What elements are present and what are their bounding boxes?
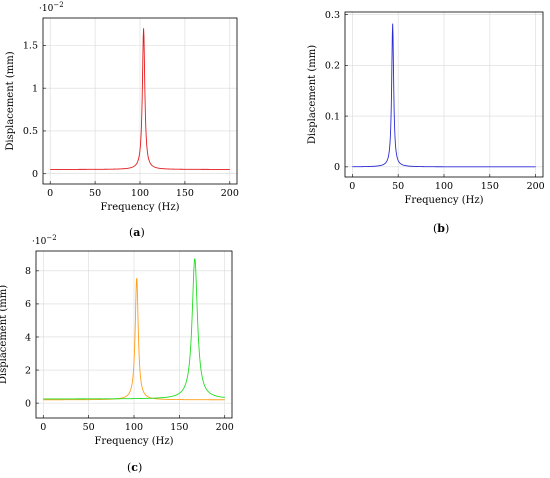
- x-tick-label: 50: [392, 181, 404, 192]
- y-tick-label: 1: [32, 83, 38, 94]
- x-tick-label: 0: [47, 188, 53, 199]
- series-line-1: [50, 28, 230, 170]
- y-multiplier-label: ·10−2: [39, 1, 64, 14]
- x-tick-label: 150: [176, 188, 194, 199]
- y-tick-label: 0: [32, 169, 38, 180]
- panel-caption-c: (c): [127, 461, 143, 474]
- y-axis-label: Displacement (mm): [5, 51, 16, 150]
- y-tick-label: 0.5: [23, 126, 38, 137]
- x-tick-label: 100: [125, 422, 143, 433]
- x-axis-label: Frequency (Hz): [404, 195, 483, 206]
- y-tick-label: 0.2: [325, 61, 340, 72]
- y-tick-label: 0: [25, 398, 31, 409]
- x-tick-label: 200: [527, 181, 545, 192]
- y-multiplier-label: ·10−2: [32, 234, 57, 247]
- y-tick-label: 4: [25, 332, 31, 343]
- x-tick-label: 50: [83, 422, 95, 433]
- x-tick-label: 200: [221, 188, 239, 199]
- x-tick-label: 100: [435, 181, 453, 192]
- x-tick-label: 100: [131, 188, 149, 199]
- panel-caption-b: (b): [433, 222, 450, 235]
- x-axis-label: Frequency (Hz): [100, 202, 179, 213]
- x-tick-label: 150: [481, 181, 499, 192]
- chart-panel-c: 0 50 100 150 200 0 2 4 6 8 Frequency (Hz) Displacem…: [0, 234, 234, 447]
- y-axis-label: Displacement (mm): [307, 45, 318, 144]
- series-line-2: [43, 258, 225, 400]
- series-line-1: [352, 23, 536, 168]
- y-tick-label: 0: [334, 162, 340, 173]
- x-tick-label: 0: [40, 422, 46, 433]
- y-tick-label: 0.1: [325, 111, 340, 122]
- y-tick-label: 2: [25, 365, 31, 376]
- x-tick-label: 150: [170, 422, 188, 433]
- x-tick-label: 200: [216, 422, 234, 433]
- y-tick-label: 1.5: [23, 41, 38, 52]
- panel-caption-a: (a): [129, 226, 145, 239]
- x-tick-label: 50: [89, 188, 101, 199]
- y-tick-label: 0.3: [325, 10, 340, 21]
- y-tick-label: 8: [25, 266, 31, 277]
- y-tick-label: 6: [25, 299, 31, 310]
- series-line-1: [43, 278, 225, 401]
- chart-panel-a: 0 50 100 150 200 0 0.5 1 1.5 Frequency (Hz) Displa…: [5, 1, 239, 213]
- x-axis-label: Frequency (Hz): [94, 436, 173, 447]
- y-axis-label: Displacement (mm): [0, 285, 9, 384]
- x-tick-label: 0: [349, 181, 355, 192]
- chart-panel-b: 0 50 100 150 200 0 0.1 0.2 0.3 Frequency (Hz) Disp…: [307, 10, 545, 206]
